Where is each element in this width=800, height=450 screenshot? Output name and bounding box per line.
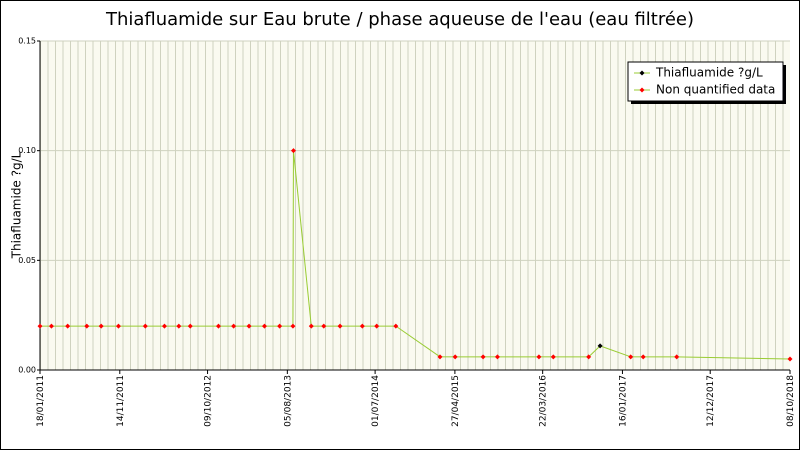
point [494, 354, 500, 360]
point [597, 343, 603, 349]
point [48, 323, 54, 329]
point [290, 148, 296, 154]
x-tick-label: 12/12/2017 [706, 375, 716, 427]
line-segment [599, 345, 631, 358]
point [261, 323, 267, 329]
point [550, 354, 556, 360]
point [161, 323, 167, 329]
point [480, 354, 486, 360]
x-tick-label: 09/10/2012 [204, 375, 214, 427]
line-segment [588, 345, 601, 358]
point [640, 354, 646, 360]
y-tick-label: 0.05 [18, 256, 36, 265]
point [452, 354, 458, 360]
point [374, 323, 380, 329]
point [176, 323, 182, 329]
y-tick-label: 0.15 [18, 37, 36, 46]
point [359, 323, 365, 329]
point [628, 354, 634, 360]
line-segment [292, 150, 294, 327]
x-tick-label: 05/08/2013 [283, 375, 293, 427]
point [437, 354, 443, 360]
point [215, 323, 221, 329]
point [536, 354, 542, 360]
legend-label: Thiafluamide ?g/L [655, 66, 763, 80]
x-tick-label: 16/01/2017 [618, 375, 628, 427]
point [142, 323, 148, 329]
x-tick-label: 08/10/2018 [786, 375, 796, 427]
point [674, 354, 680, 360]
point [787, 356, 793, 362]
legend [627, 61, 784, 102]
legend-label: Non quantified data [656, 83, 775, 97]
point [246, 323, 252, 329]
point [321, 323, 327, 329]
line-segment [676, 356, 791, 360]
x-tick-label: 22/03/2016 [539, 375, 549, 427]
point [187, 323, 193, 329]
legend-marker [639, 70, 645, 76]
legend-marker [639, 87, 645, 93]
x-tick-label: 01/07/2014 [371, 375, 381, 427]
x-tick-label: 18/01/2011 [36, 375, 46, 427]
point [65, 323, 71, 329]
point [290, 323, 296, 329]
y-tick-label: 0.00 [18, 366, 36, 375]
line-segment [292, 150, 312, 327]
point [115, 323, 121, 329]
point [84, 323, 90, 329]
point [308, 323, 314, 329]
point [337, 323, 343, 329]
point [231, 323, 237, 329]
y-axis-label: Thiafluamide ?g/L [10, 151, 24, 259]
x-tick-label: 14/11/2011 [116, 375, 126, 427]
point [37, 323, 43, 329]
line-segment [395, 325, 441, 358]
point [98, 323, 104, 329]
point [393, 323, 399, 329]
chart-title: Thiafluamide sur Eau brute / phase aqueu… [105, 9, 694, 30]
point [277, 323, 283, 329]
x-tick-label: 27/04/2015 [451, 375, 461, 427]
point [586, 354, 592, 360]
y-tick-label: 0.10 [18, 146, 36, 155]
